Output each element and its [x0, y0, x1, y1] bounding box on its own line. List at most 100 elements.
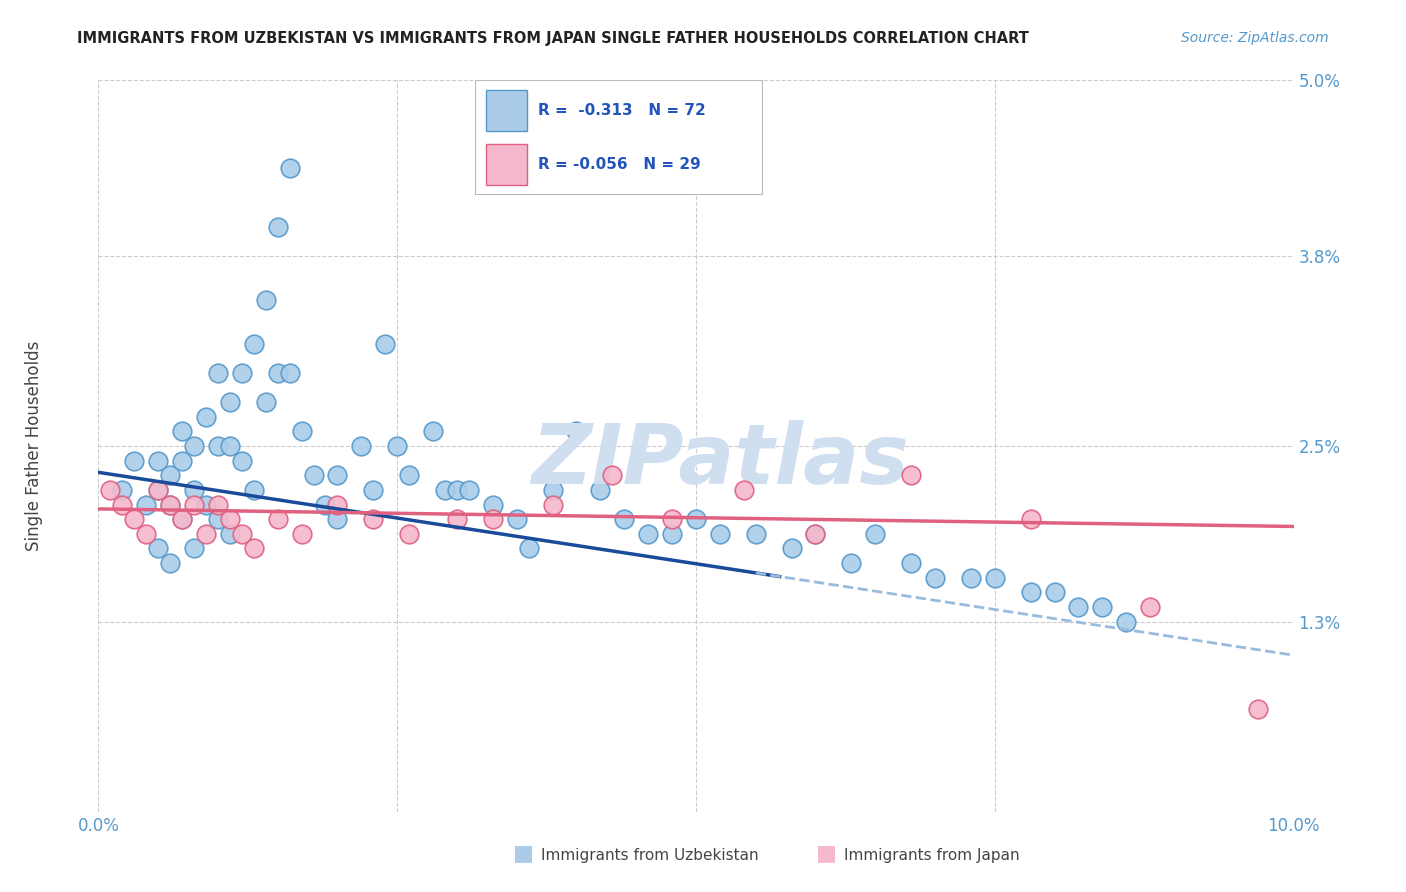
Point [172, 453, 194, 467]
Point [482, 512, 505, 526]
Point [602, 468, 624, 483]
Point [363, 512, 385, 526]
Point [363, 483, 385, 497]
Text: Immigrants from Uzbekistan: Immigrants from Uzbekistan [541, 848, 759, 863]
Point [565, 425, 588, 439]
Point [254, 395, 277, 409]
Point [446, 483, 468, 497]
Point [984, 571, 1007, 585]
Point [517, 541, 540, 556]
Point [841, 556, 863, 570]
Point [219, 526, 242, 541]
Point [243, 483, 266, 497]
Point [1019, 585, 1042, 599]
Point [900, 556, 922, 570]
Point [733, 483, 755, 497]
Point [148, 453, 170, 467]
Point [111, 498, 134, 512]
Point [231, 526, 253, 541]
Point [219, 439, 242, 453]
Point [315, 498, 337, 512]
Point [267, 512, 290, 526]
Point [278, 161, 301, 175]
Point [183, 498, 205, 512]
Point [195, 526, 218, 541]
Text: ZIPatlas: ZIPatlas [531, 420, 908, 501]
Point [207, 439, 229, 453]
Text: Immigrants from Japan: Immigrants from Japan [844, 848, 1019, 863]
Point [183, 439, 205, 453]
Point [291, 425, 314, 439]
Point [804, 526, 827, 541]
Point [398, 468, 420, 483]
Point [589, 483, 612, 497]
Point [195, 409, 218, 424]
Point [1247, 702, 1270, 716]
Point [709, 526, 731, 541]
Text: ■: ■ [513, 844, 534, 863]
Point [924, 571, 946, 585]
Point [960, 571, 983, 585]
Point [254, 293, 277, 307]
Point [541, 483, 564, 497]
Point [865, 526, 887, 541]
Text: ■: ■ [815, 844, 837, 863]
Point [1067, 599, 1090, 614]
Point [207, 512, 229, 526]
Point [326, 512, 349, 526]
Point [135, 498, 157, 512]
Point [422, 425, 444, 439]
Point [350, 439, 373, 453]
Point [207, 366, 229, 380]
Point [195, 498, 218, 512]
Point [183, 483, 205, 497]
Point [804, 526, 827, 541]
Point [159, 556, 181, 570]
Point [148, 483, 170, 497]
Point [231, 453, 253, 467]
Point [1019, 512, 1042, 526]
Point [458, 483, 481, 497]
Point [159, 498, 181, 512]
Point [159, 468, 181, 483]
Point [661, 526, 683, 541]
Point [278, 366, 301, 380]
Point [124, 453, 146, 467]
Point [231, 366, 253, 380]
Point [637, 526, 659, 541]
Y-axis label: Single Father Households: Single Father Households [25, 341, 42, 551]
Point [267, 219, 290, 234]
Point [124, 512, 146, 526]
Point [148, 541, 170, 556]
Point [1115, 615, 1137, 629]
Point [243, 541, 266, 556]
Point [172, 512, 194, 526]
Point [183, 541, 205, 556]
Point [1091, 599, 1114, 614]
Point [385, 439, 409, 453]
Point [172, 512, 194, 526]
Point [374, 336, 396, 351]
Point [1139, 599, 1161, 614]
Point [243, 336, 266, 351]
Point [159, 498, 181, 512]
Text: IMMIGRANTS FROM UZBEKISTAN VS IMMIGRANTS FROM JAPAN SINGLE FATHER HOUSEHOLDS COR: IMMIGRANTS FROM UZBEKISTAN VS IMMIGRANTS… [77, 31, 1029, 46]
Point [172, 425, 194, 439]
Point [1043, 585, 1066, 599]
Point [745, 526, 768, 541]
Point [326, 468, 349, 483]
Text: Source: ZipAtlas.com: Source: ZipAtlas.com [1181, 31, 1329, 45]
Point [661, 512, 683, 526]
Point [398, 526, 420, 541]
Point [267, 366, 290, 380]
Point [302, 468, 325, 483]
Point [148, 483, 170, 497]
Point [219, 395, 242, 409]
Point [446, 512, 468, 526]
Point [111, 483, 134, 497]
Point [613, 512, 636, 526]
Point [291, 526, 314, 541]
Point [434, 483, 457, 497]
Point [685, 512, 707, 526]
Point [780, 541, 803, 556]
